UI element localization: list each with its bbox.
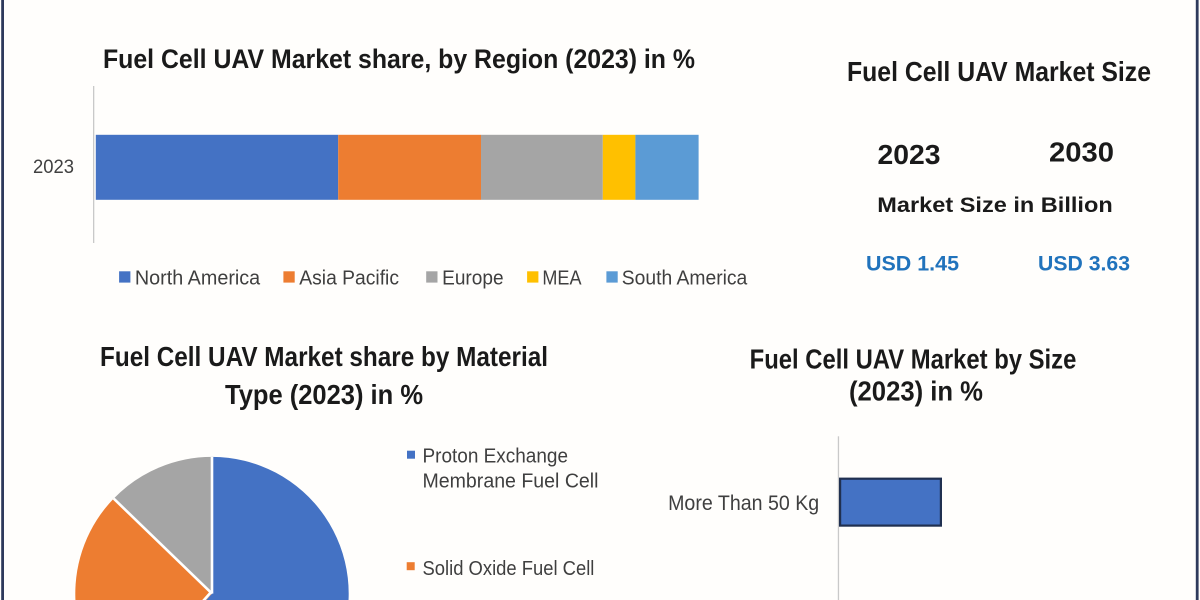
svg-text:Proton Exchange: Proton Exchange (423, 445, 569, 468)
svg-text:North America: North America (135, 267, 261, 290)
svg-text:USD 1.45: USD 1.45 (866, 252, 959, 276)
svg-text:Market Size in Billion: Market Size in Billion (877, 193, 1112, 217)
svg-text:South America: South America (622, 267, 748, 290)
svg-text:Solid Oxide Fuel Cell: Solid Oxide Fuel Cell (423, 557, 595, 580)
svg-text:MEA: MEA (542, 267, 581, 290)
svg-text:Fuel Cell UAV Market by Size: Fuel Cell UAV Market by Size (750, 343, 1077, 374)
svg-text:Fuel Cell UAV Market share, by: Fuel Cell UAV Market share, by Region (2… (103, 44, 695, 74)
svg-text:More Than 50 Kg: More Than 50 Kg (668, 492, 819, 515)
svg-text:Asia Pacific: Asia Pacific (299, 267, 399, 290)
svg-text:Type (2023) in %: Type (2023) in % (225, 379, 423, 410)
svg-text:2023: 2023 (878, 139, 941, 170)
svg-text:Fuel Cell UAV Market share by: Fuel Cell UAV Market share by Material (100, 341, 548, 372)
svg-text:Europe: Europe (442, 267, 504, 290)
svg-text:(2023) in %: (2023) in % (849, 376, 983, 407)
svg-text:Membrane Fuel Cell: Membrane Fuel Cell (423, 469, 599, 492)
svg-text:Fuel Cell UAV Market Size: Fuel Cell UAV Market Size (847, 56, 1151, 87)
svg-text:USD 3.63: USD 3.63 (1038, 252, 1130, 276)
svg-text:2023: 2023 (33, 156, 74, 178)
svg-text:2030: 2030 (1049, 137, 1114, 168)
